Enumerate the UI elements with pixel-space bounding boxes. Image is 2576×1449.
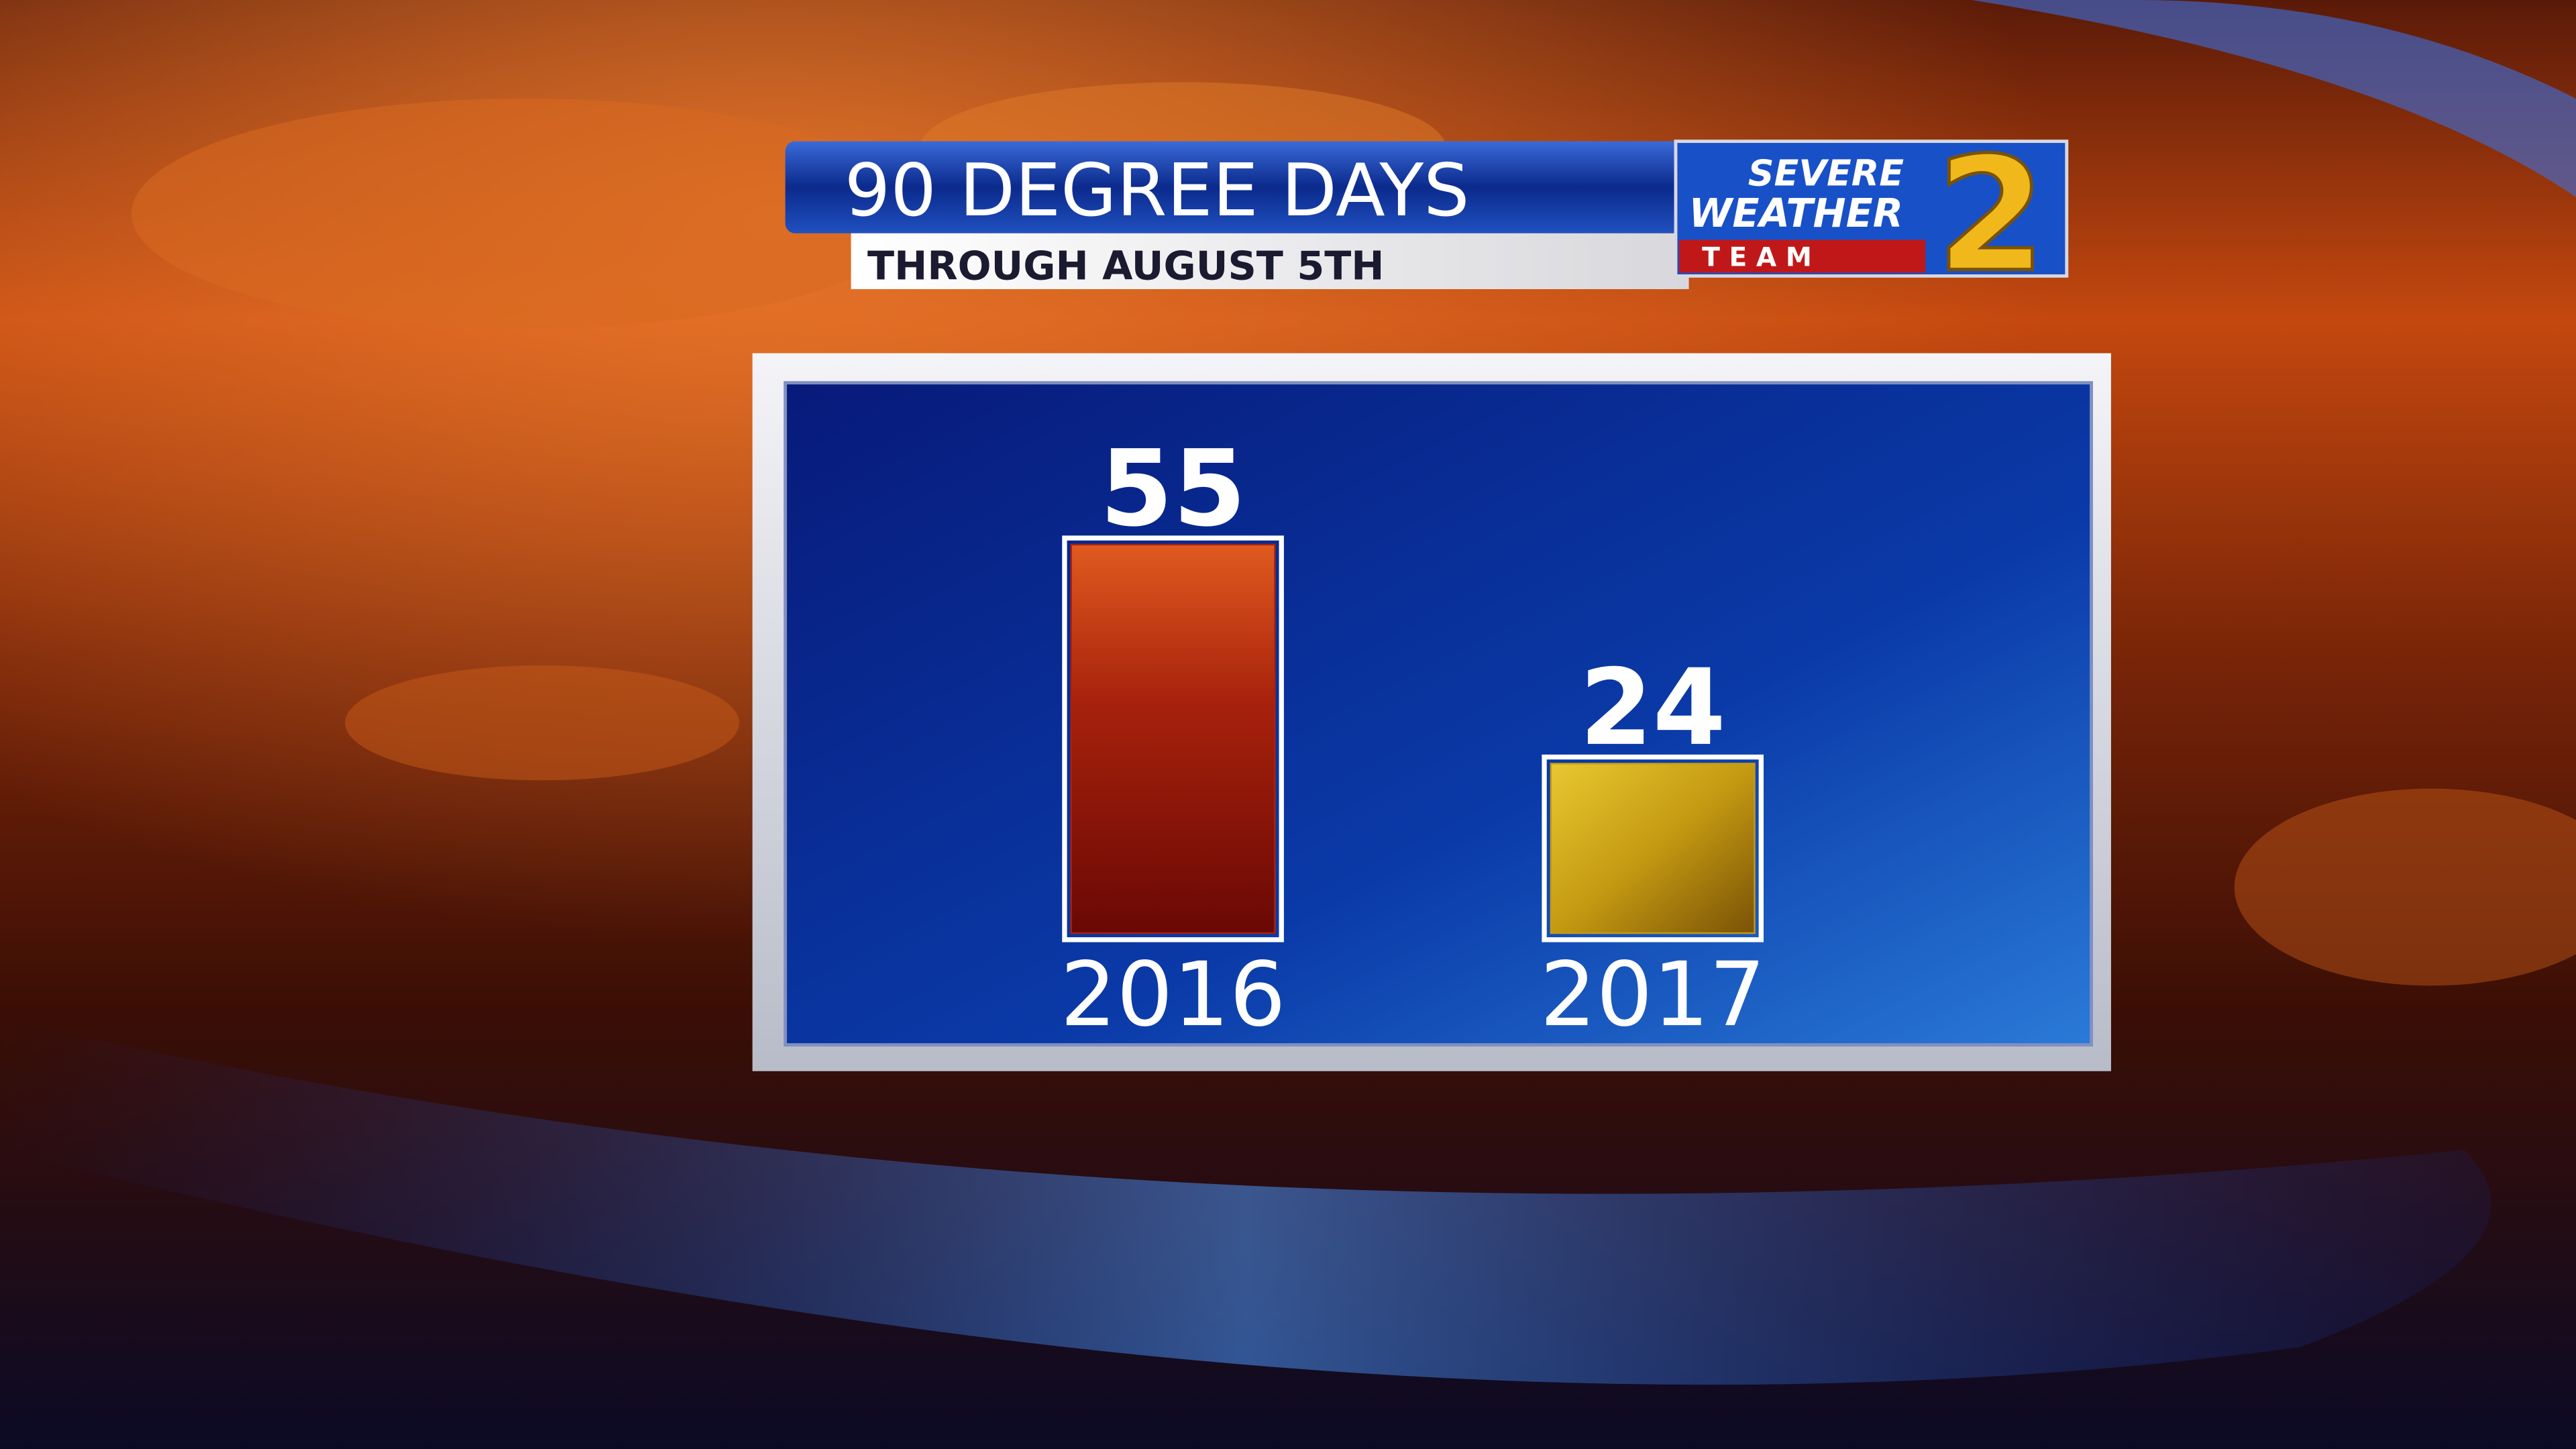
cloud	[2234, 788, 2576, 986]
value-label: 24	[1580, 647, 1726, 769]
swoosh	[1971, 0, 2576, 197]
cloud	[131, 98, 920, 329]
cloud	[345, 665, 740, 781]
bar-frame	[1542, 754, 1764, 943]
logo-band	[1678, 239, 1926, 273]
logo-line3: T E A M	[1702, 243, 1812, 273]
bar	[1070, 543, 1276, 934]
title: 90 DEGREE DAYS	[845, 149, 1470, 233]
panel	[784, 381, 2093, 1046]
category-label: 2016	[1060, 943, 1286, 1046]
category-label: 2017	[1540, 943, 1766, 1046]
value-label: 55	[1100, 427, 1246, 549]
subtitle-bar	[851, 233, 1689, 290]
bar-frame	[1062, 535, 1284, 943]
logo-number: 2	[1936, 124, 2046, 307]
bar	[1550, 763, 1756, 934]
subtitle: THROUGH AUGUST 5TH	[867, 242, 1384, 288]
swoosh	[0, 1018, 2491, 1385]
logo-line1: SEVERE	[1748, 152, 1904, 195]
title-bar	[785, 141, 1689, 233]
logo-line2: WEATHER	[1689, 190, 1903, 236]
